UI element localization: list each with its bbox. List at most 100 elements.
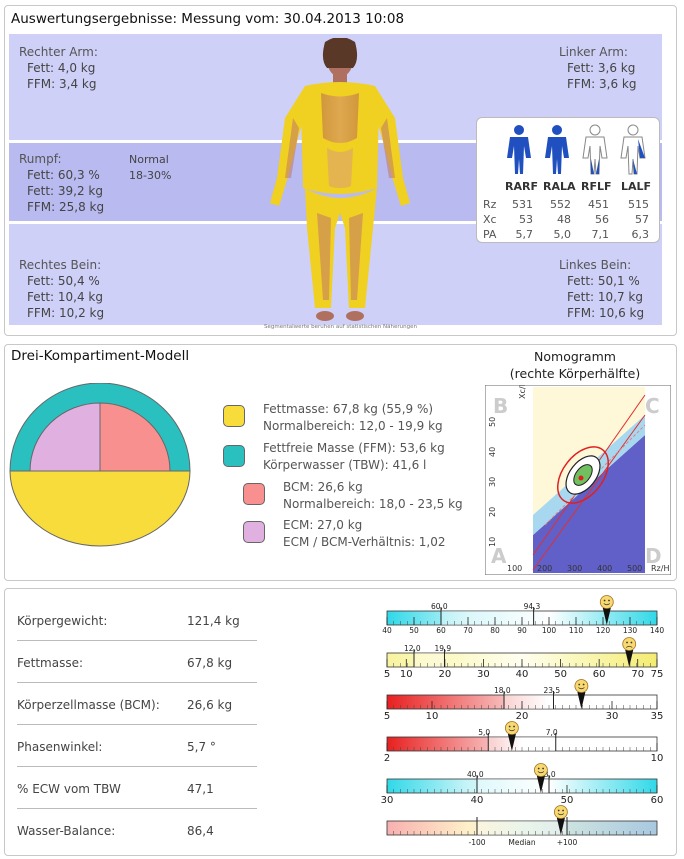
bcm-segment (99, 402, 171, 472)
scale-tick-label: 50 (554, 669, 567, 680)
scale-tick-label: 75 (651, 669, 664, 680)
metric-divider (17, 808, 257, 809)
nomogram-x-tick: 500 (627, 564, 642, 573)
right-leg-values: Rechtes Bein: Fett: 50,4 % Fett: 10,4 kg… (19, 257, 104, 321)
scale-tick-label: 30 (381, 795, 393, 806)
right-arm-ffm: FFM: 3,4 kg (27, 77, 97, 91)
scale-tick-label: 40 (382, 626, 392, 635)
scale-tick-label: 120 (596, 626, 611, 635)
trunk-normal-range: 18-30% (129, 169, 172, 182)
ecm-legend-line2: ECM / BCM-Verhältnis: 1,02 (283, 535, 446, 549)
metric-row: Phasenwinkel: 5,7 ° (17, 740, 257, 754)
left-arm-label: Linker Arm: (559, 45, 628, 59)
scale-marker (602, 608, 611, 625)
scale-ref-label: 40,0 (467, 770, 484, 779)
bcm-legend: BCM: 26,6 kg Normalbereich: 18,0 - 23,5 … (283, 479, 463, 513)
scale-marker (507, 734, 516, 751)
impedance-cell: 53 (519, 213, 533, 226)
impedance-row-label-xc: Xc (483, 213, 497, 226)
impedance-cell: 6,3 (631, 228, 650, 241)
scale-tick-label: 60 (651, 795, 664, 806)
nomogram-corner-d: D (645, 544, 662, 568)
left-leg-fat: Fett: 10,7 kg (567, 290, 643, 304)
scale-tick-label: 5 (384, 669, 390, 680)
electrode-figures (507, 124, 646, 175)
scale-smiley-icon (574, 679, 589, 693)
trunk-normal-label: Normal (129, 153, 169, 166)
scale-tick-label: 10 (426, 711, 439, 722)
scale-tick-label: -100 (468, 838, 485, 847)
three-compartment-title: Drei-Kompartiment-Modell (11, 348, 190, 364)
scale-marker (577, 692, 586, 709)
metric-divider (17, 724, 257, 725)
metric-row: Körpergewicht: 121,4 kg (17, 614, 257, 628)
trunk-normal: Normal 18-30% (129, 152, 171, 184)
nomogram-y-tick: 20 (488, 507, 497, 517)
scale-tick-label: 50 (409, 626, 419, 635)
metric-label: Fettmasse: (17, 656, 84, 670)
figure-rarf-icon (507, 125, 531, 174)
scale-tick-label: 2 (384, 753, 390, 764)
scale-ref-label: 23,5 (544, 686, 561, 695)
nomogram-y-tick: 40 (488, 447, 497, 457)
scale-tick-label: 30 (606, 711, 619, 722)
impedance-cell: 5,0 (553, 228, 572, 241)
right-leg-ffm: FFM: 10,2 kg (27, 306, 105, 320)
nomogram-x-tick: 200 (537, 564, 552, 573)
metric-value: 26,6 kg (187, 698, 233, 712)
scale-tick-label: 10 (651, 753, 664, 764)
scale-tick-label: 140 (650, 626, 665, 635)
scale-normal-range (488, 737, 556, 751)
trunk-fat-pct: Fett: 60,3 % (27, 168, 100, 182)
right-leg-fat-pct: Fett: 50,4 % (27, 274, 100, 288)
body-figure (270, 38, 410, 321)
ffm-legend: Fettfreie Masse (FFM): 53,6 kg Körperwas… (263, 440, 445, 474)
right-arm-values: Rechter Arm: Fett: 4,0 kg FFM: 3,4 kg (19, 44, 98, 92)
scale-tick-label: 40 (516, 669, 529, 680)
metric-label: % ECW vom TBW (17, 782, 121, 796)
scale-normal-range (504, 695, 554, 709)
scale-ref-label: 94,3 (524, 602, 541, 611)
left-arm-ffm: FFM: 3,6 kg (567, 77, 637, 91)
nomogram-y-tick: 10 (488, 537, 497, 547)
metric-divider (17, 682, 257, 683)
impedance-row-label-pa: PA (483, 228, 497, 241)
segmental-footnote: Segmentalwerte beruhen auf statistischen… (264, 324, 417, 330)
nomogram-y-tick: 50 (488, 417, 497, 427)
compartment-pie (9, 383, 191, 547)
left-leg-fat-pct: Fett: 50,1 % (567, 274, 640, 288)
scale-tick-label: 5 (384, 711, 390, 722)
ecm-legend-line1: ECM: 27,0 kg (283, 518, 363, 532)
left-leg-values: Linkes Bein: Fett: 50,1 % Fett: 10,7 kg … (559, 257, 644, 321)
scale-tick-label: +100 (557, 838, 578, 847)
scale-tick-label: 60 (593, 669, 606, 680)
nomogram-title-line2: (rechte Körperhälfte) (509, 366, 641, 381)
scale-tick-label: 30 (477, 669, 490, 680)
three-compartment-panel: Drei-Kompartiment-Modell Fettmasse: 67,8… (4, 344, 677, 581)
scale-ref-label: 48,0 (539, 770, 556, 779)
scale-tick-label: 20 (438, 669, 451, 680)
nomogram-x-tick: 400 (597, 564, 612, 573)
metric-row: Wasser-Balance: 86,4 (17, 824, 257, 838)
scale-ref-label: 7,0 (546, 728, 558, 737)
scale-tick-label: 10 (400, 669, 413, 680)
metric-value: 121,4 kg (187, 614, 240, 628)
scale-smiley-icon (504, 721, 519, 735)
fat-swatch (223, 405, 245, 427)
right-leg-fat: Fett: 10,4 kg (27, 290, 103, 304)
scale-normal-range (477, 821, 567, 835)
impedance-cell: 451 (588, 198, 609, 211)
impedance-row-label-rz: Rz (483, 198, 497, 211)
scale-tick-label: 70 (631, 669, 644, 680)
scale-tick-label: 130 (623, 626, 638, 635)
nomogram-chart: B C A D Xc/H Rz/H 10 20 30 40 50 100 200 300 40… (485, 385, 671, 575)
trunk-ffm: FFM: 25,8 kg (27, 200, 105, 214)
segmental-panel: Auswertungsergebnisse: Messung vom: 30.0… (4, 5, 677, 336)
nomogram-x-tick: 300 (567, 564, 582, 573)
metrics-panel: Körpergewicht: 121,4 kg Fettmasse: 67,8 kg K… (4, 588, 677, 856)
impedance-cell: 56 (595, 213, 609, 226)
nomogram-title-line1: Nomogramm (534, 349, 616, 364)
metric-row: Fettmasse: 67,8 kg (17, 656, 257, 670)
nomogram-corner-a: A (491, 544, 507, 568)
metric-divider (17, 766, 257, 767)
